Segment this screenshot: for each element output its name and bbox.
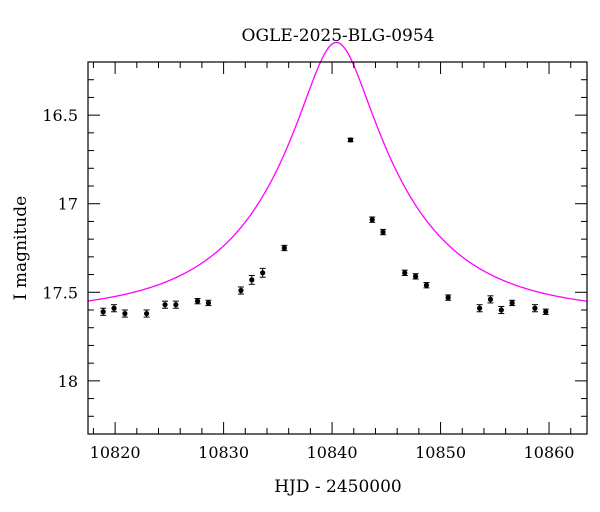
data-points	[100, 137, 549, 318]
model-curve	[87, 41, 588, 302]
data-marker	[281, 245, 287, 251]
data-marker	[249, 277, 255, 283]
x-tick-label: 10860	[524, 443, 575, 462]
data-point	[111, 304, 118, 313]
y-axis-label: I magnitude	[11, 196, 31, 300]
x-tick-label: 10840	[307, 443, 358, 462]
data-point	[369, 216, 376, 223]
data-marker	[402, 270, 408, 276]
axis-ticks	[88, 62, 587, 435]
data-marker	[100, 309, 106, 315]
data-point	[498, 305, 505, 315]
data-marker	[238, 287, 244, 294]
data-point	[121, 309, 128, 318]
chart-title: OGLE-2025-BLG-0954	[242, 26, 435, 46]
data-marker	[347, 137, 354, 143]
data-marker	[205, 300, 212, 306]
x-axis-label: HJD - 2450000	[274, 477, 402, 497]
data-point	[476, 304, 483, 313]
data-marker	[477, 305, 483, 311]
data-marker	[122, 310, 128, 317]
plot-frame	[87, 61, 588, 435]
data-point	[248, 274, 255, 285]
data-marker	[380, 229, 386, 235]
data-marker	[260, 270, 266, 276]
data-marker	[173, 302, 179, 308]
data-point	[194, 297, 201, 305]
y-tick-label: 18	[58, 372, 78, 391]
data-marker	[532, 305, 538, 311]
plot-area	[87, 41, 588, 318]
data-point	[205, 299, 212, 307]
data-point	[531, 304, 538, 313]
data-marker	[487, 296, 494, 302]
data-marker	[143, 310, 150, 317]
data-marker	[543, 309, 549, 315]
y-tick-label: 17.5	[42, 283, 78, 302]
data-point	[143, 309, 150, 318]
data-marker	[413, 273, 419, 279]
data-point	[509, 299, 516, 307]
y-tick-label: 17	[58, 195, 78, 214]
data-point	[100, 307, 107, 316]
data-marker	[111, 305, 117, 311]
data-point	[445, 294, 452, 301]
y-tick-label: 16.5	[42, 106, 78, 125]
data-marker	[445, 295, 451, 301]
data-point	[412, 273, 419, 280]
x-tick-label: 10820	[90, 443, 141, 462]
data-point	[281, 244, 288, 252]
data-point	[487, 295, 494, 304]
data-point	[380, 228, 387, 236]
y-tick-labels: 16.5 17 17.5 18	[42, 106, 78, 391]
data-point	[162, 300, 169, 309]
data-marker	[369, 217, 375, 223]
x-tick-labels: 10820 10830 10840 10850 10860	[90, 443, 575, 462]
data-point	[401, 269, 408, 276]
data-marker	[423, 282, 430, 288]
data-marker	[162, 302, 168, 308]
data-marker	[498, 307, 504, 313]
data-point	[347, 137, 354, 143]
data-marker	[509, 300, 515, 306]
data-point	[259, 267, 266, 278]
x-tick-label: 10830	[198, 443, 249, 462]
data-point	[237, 286, 244, 295]
x-tick-label: 10850	[415, 443, 466, 462]
data-point	[542, 308, 549, 315]
data-point	[172, 300, 179, 309]
data-point	[423, 282, 430, 289]
data-marker	[194, 298, 201, 304]
